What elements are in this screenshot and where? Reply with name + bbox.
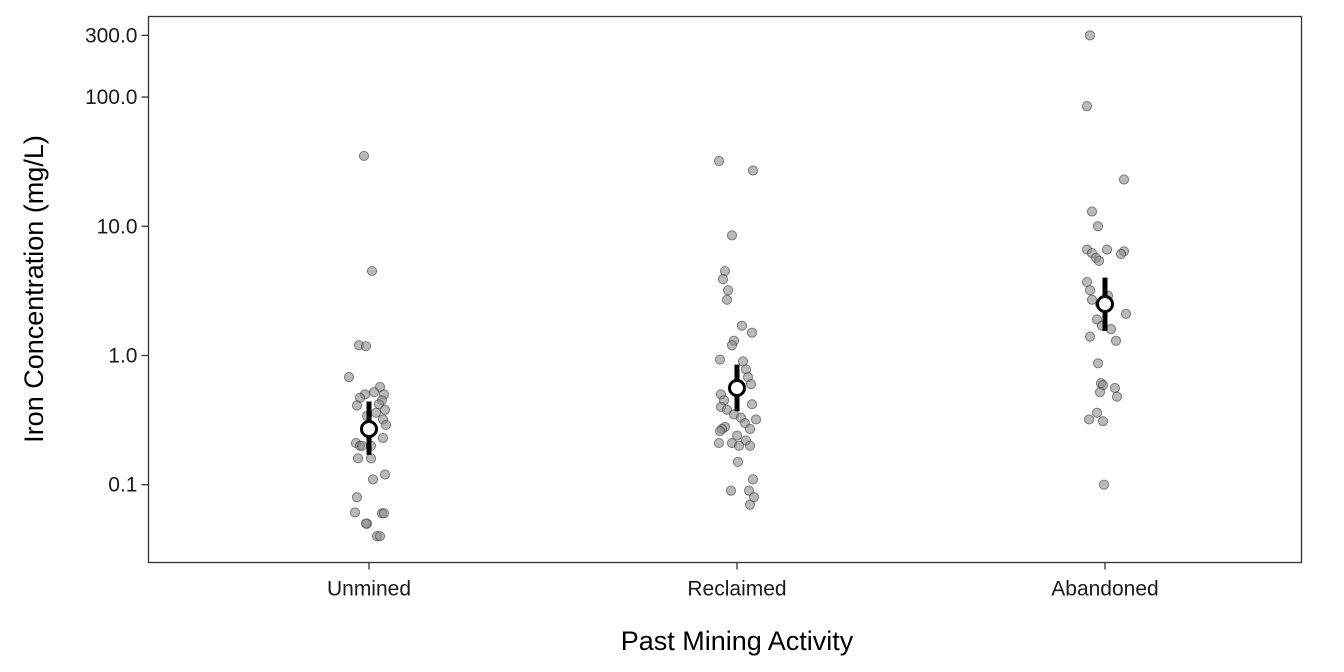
data-point [368,387,380,398]
data-point [1092,358,1104,369]
y-tick-label: 100.0 [85,86,138,109]
data-point [1105,324,1117,335]
data-point [750,414,762,425]
x-tick-label: Reclaimed [687,578,786,601]
data-point [1086,294,1098,305]
x-axis: Unmined Reclaimed Abandoned [327,562,1159,601]
data-point [1092,221,1104,232]
data-point [356,440,368,451]
data-point [725,485,737,496]
data-point [1110,335,1122,346]
data-point [713,155,725,167]
data-point [352,453,364,464]
data-point [1084,331,1096,342]
data-point [1083,414,1095,425]
data-point [726,230,738,241]
data-point [349,507,361,518]
data-point [1093,255,1105,266]
y-axis: 0.1 1.0 10.0 100.0 300.0 [85,24,149,497]
data-point [1081,101,1093,112]
x-tick-label: Abandoned [1051,578,1158,601]
data-point [351,400,363,411]
data-point [380,419,392,431]
data-point [722,285,734,296]
data-point [732,456,744,468]
data-point [343,372,355,383]
data-point [721,404,733,415]
data-point [746,327,758,338]
y-tick-label: 1.0 [108,344,137,367]
data-point [713,437,725,449]
data-point [733,440,745,451]
data-point [721,294,733,305]
data-point [1084,285,1096,296]
mean-marker [360,419,378,438]
data-point [746,399,758,410]
data-point [1086,206,1098,217]
data-point [379,469,391,480]
data-point [379,404,391,415]
group-means [360,277,1114,455]
data-point [374,531,386,542]
data-point [378,508,390,519]
data-point [377,432,389,444]
x-tick-label: Unmined [327,578,411,601]
data-point [1094,387,1106,398]
data-point [1120,308,1132,319]
y-tick-label: 0.1 [108,474,137,497]
x-axis-title: Past Mining Activity [621,626,854,656]
data-point [1115,248,1127,260]
data-point [360,518,372,529]
data-point [747,474,759,485]
data-point [744,423,756,435]
y-tick-label: 10.0 [97,215,138,238]
data-point [736,320,748,331]
data-point [366,265,378,277]
data-point [1101,244,1113,255]
data-point [365,453,377,464]
data-point [717,274,729,285]
data-point [744,499,756,510]
data-point [1084,30,1096,41]
data-point [747,165,759,176]
data-point [745,379,757,390]
data-point [351,492,363,503]
data-point [360,341,372,352]
data-points [343,30,1132,542]
y-axis-title: Iron Concentration (mg/L) [19,135,49,443]
data-point [358,150,370,162]
mean-marker [728,379,746,398]
data-point [1091,407,1103,418]
data-point [714,425,726,437]
y-tick-label: 300.0 [85,24,138,47]
data-point [731,430,743,441]
data-point [1097,416,1109,427]
mean-marker [1096,295,1114,314]
data-point [1109,382,1121,394]
data-point [726,340,738,351]
data-point [1118,174,1130,185]
data-point [744,440,756,451]
data-point [367,474,379,485]
data-point [1098,479,1110,490]
data-point [1111,391,1123,402]
data-point [714,354,726,365]
